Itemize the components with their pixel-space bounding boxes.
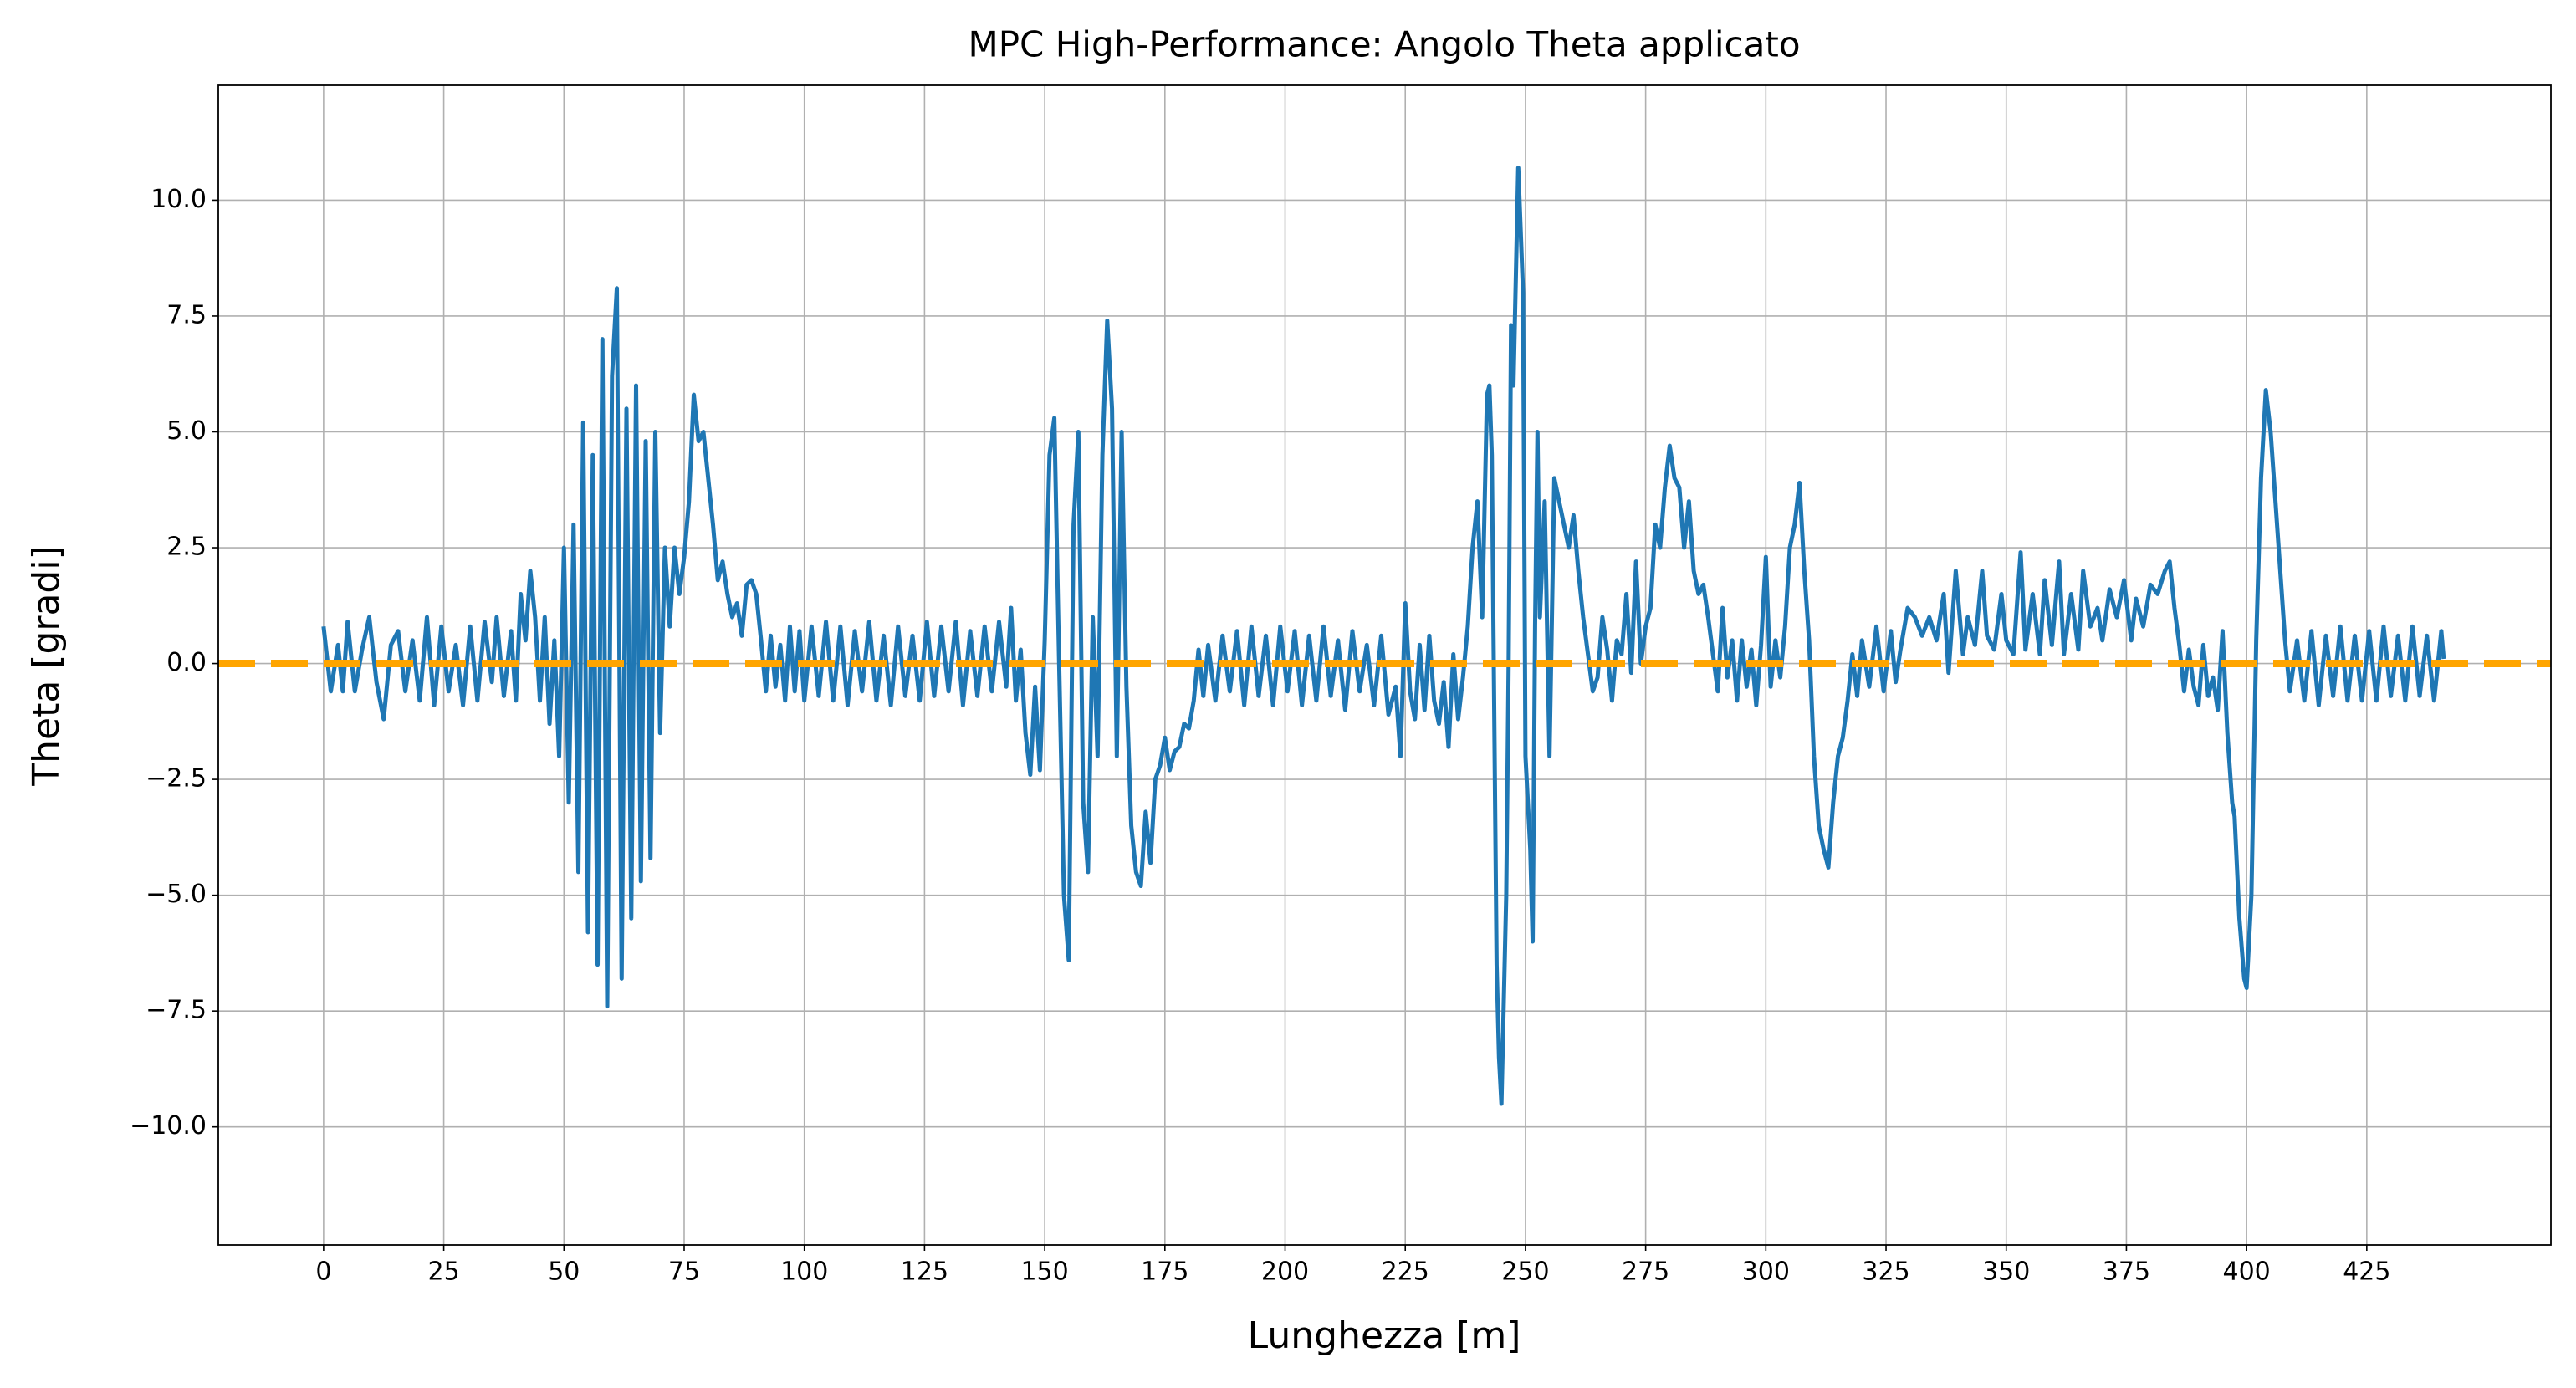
y-tick-label: 7.5 <box>166 300 207 329</box>
x-tick-label: 50 <box>548 1258 580 1287</box>
x-tick-label: 425 <box>2343 1258 2390 1287</box>
x-tick-label: 350 <box>1982 1258 2030 1287</box>
x-tick-label: 150 <box>1020 1258 1068 1287</box>
x-tick-label: 300 <box>1742 1258 1790 1287</box>
y-axis-label: Theta [gradi] <box>25 545 68 787</box>
y-tick-label: 5.0 <box>166 416 207 446</box>
x-tick-label: 25 <box>427 1258 459 1287</box>
plot-frame <box>217 84 2552 1246</box>
x-tick-label: 125 <box>901 1258 948 1287</box>
y-tick-label: −10.0 <box>130 1111 207 1141</box>
x-tick-label: 175 <box>1141 1258 1188 1287</box>
x-tick-label: 325 <box>1862 1258 1909 1287</box>
x-tick-label: 275 <box>1622 1258 1669 1287</box>
x-tick-label: 100 <box>780 1258 828 1287</box>
y-tick-label: −5.0 <box>146 880 207 909</box>
x-tick-label: 200 <box>1261 1258 1309 1287</box>
y-tick-label: −2.5 <box>146 764 207 794</box>
y-tick-label: 2.5 <box>166 533 207 562</box>
x-tick-label: 250 <box>1501 1258 1549 1287</box>
x-tick-label: 75 <box>668 1258 700 1287</box>
x-tick-label: 400 <box>2223 1258 2271 1287</box>
y-tick-label: −7.5 <box>146 996 207 1025</box>
y-tick-label: 0.0 <box>166 648 207 677</box>
x-tick-label: 225 <box>1382 1258 1429 1287</box>
x-axis-label: Lunghezza [m] <box>1248 1314 1521 1357</box>
data-line <box>321 166 2446 1106</box>
x-tick-label: 0 <box>315 1258 331 1287</box>
chart-title: MPC High-Performance: Angolo Theta appli… <box>968 24 1800 65</box>
y-tick-label: 10.0 <box>151 185 207 214</box>
x-tick-label: 375 <box>2103 1258 2150 1287</box>
